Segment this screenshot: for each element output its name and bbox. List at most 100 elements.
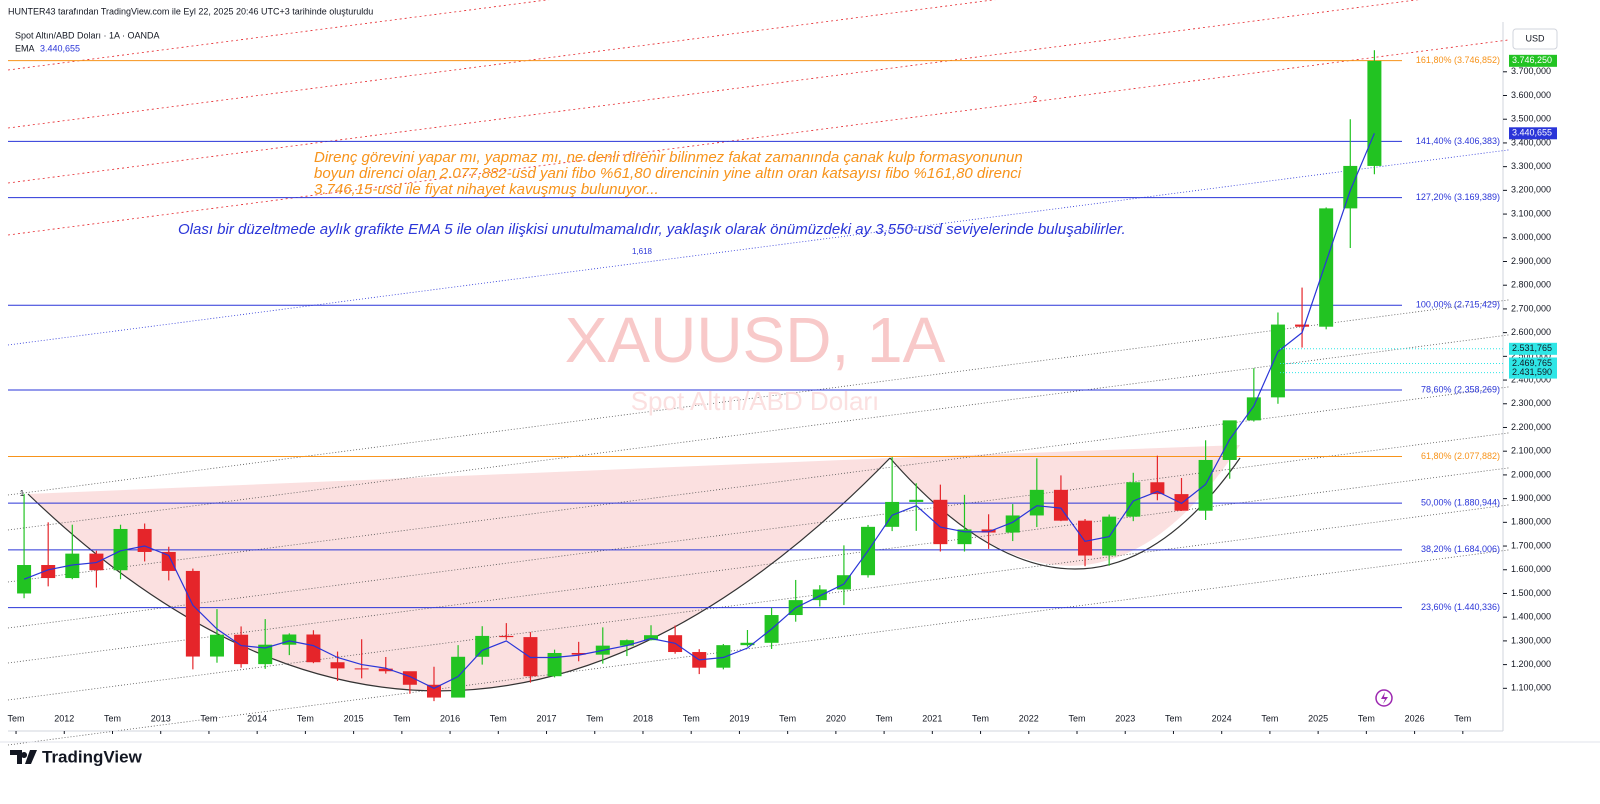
price-tag	[1509, 54, 1557, 67]
candle-body	[644, 635, 659, 641]
x-tick-label: 2012	[54, 713, 74, 723]
y-tick-label: 2.100,000	[1511, 446, 1551, 456]
x-tick-label: 2018	[633, 713, 653, 723]
y-tick-label: 3.200,000	[1511, 185, 1551, 195]
y-tick-label: 3.700,000	[1511, 66, 1551, 76]
y-tick-label: 3.500,000	[1511, 114, 1551, 124]
candle-body	[185, 570, 200, 657]
candle-body	[981, 529, 996, 533]
y-tick-label: 3.400,000	[1511, 137, 1551, 147]
x-tick-label: Tem	[1454, 713, 1471, 723]
trend-line	[7, 549, 1511, 746]
x-tick-label: Tem	[1358, 713, 1375, 723]
y-tick-label: 1.100,000	[1511, 683, 1551, 693]
x-tick-label: Tem	[586, 713, 603, 723]
y-tick-label: 2.900,000	[1511, 256, 1551, 266]
candle-body	[1053, 489, 1068, 521]
watermark-title: XAUUSD, 1A	[565, 304, 946, 376]
candle-body	[1343, 165, 1358, 209]
fib-label: 161,80% (3.746,852)	[1416, 55, 1500, 65]
candle-body	[499, 635, 514, 638]
ema-legend-value: 3.440,655	[40, 43, 80, 53]
candle-body	[1078, 520, 1093, 556]
candle-body	[1319, 208, 1334, 327]
logo-icon	[10, 750, 37, 764]
ema-legend-name: EMA	[15, 43, 35, 53]
fib-label: 23,60% (1.440,336)	[1421, 602, 1500, 612]
y-tick-label: 2.200,000	[1511, 422, 1551, 432]
y-tick-label: 2.000,000	[1511, 469, 1551, 479]
candle-body	[1295, 324, 1310, 327]
trend-line	[7, 149, 1511, 346]
candle-body	[330, 662, 345, 669]
annotation-orange: boyun direnci olan 2.077,882-usd yani fi…	[314, 165, 1022, 182]
y-tick-label: 2.300,000	[1511, 398, 1551, 408]
x-tick-label: Tem	[490, 713, 507, 723]
x-tick-label: 2014	[247, 713, 267, 723]
watermark-subtitle: Spot Altın/ABD Doları	[631, 386, 880, 416]
candle-body	[306, 634, 321, 663]
fib-label: 50,00% (1.880,944)	[1421, 498, 1500, 508]
x-tick-label: Tem	[1165, 713, 1182, 723]
x-tick-label: 2021	[922, 713, 942, 723]
y-tick-label: 1.800,000	[1511, 517, 1551, 527]
y-tick-label: 1.400,000	[1511, 612, 1551, 622]
fib-label: 141,40% (3.406,383)	[1416, 136, 1500, 146]
y-tick-label: 2.600,000	[1511, 327, 1551, 337]
drawing-mark: 2	[1033, 95, 1038, 104]
annotation-orange: Direnç görevini yapar mı, yapmaz mı, ne …	[314, 149, 1023, 166]
candle-body	[378, 668, 393, 672]
x-tick-label: Tem	[972, 713, 989, 723]
fib-label: 61,80% (2.077,882)	[1421, 451, 1500, 461]
drawing-mark: 1	[20, 489, 25, 498]
currency[interactable]: USD	[1525, 33, 1545, 43]
alert-icon[interactable]	[1375, 689, 1393, 707]
annotation-orange: 3.746,15-usd ile fiyat nihayet kavuşmuş …	[314, 181, 659, 198]
fib-label: 127,20% (3.169,389)	[1416, 192, 1500, 202]
candle-body	[258, 644, 273, 665]
price-tag-label: 3.746,250	[1512, 55, 1552, 65]
candle-body	[234, 634, 249, 665]
candle-body	[282, 634, 297, 645]
y-tick-label: 3.100,000	[1511, 208, 1551, 218]
y-tick-label: 2.800,000	[1511, 280, 1551, 290]
price-tag-label: 2.431,590	[1512, 367, 1552, 377]
candle-body	[1126, 482, 1141, 517]
x-tick-label: 2023	[1115, 713, 1135, 723]
x-tick-label: 2025	[1308, 713, 1328, 723]
candle-body	[547, 652, 562, 677]
x-tick-label: Tem	[683, 713, 700, 723]
price-tag	[1509, 366, 1557, 379]
drawing-mark: 1,618	[632, 247, 653, 256]
candle-body	[451, 656, 466, 698]
x-tick-label: 2015	[344, 713, 364, 723]
candle-body	[716, 645, 731, 668]
x-tick-label: Tem	[779, 713, 796, 723]
candle-body	[1270, 324, 1285, 398]
x-tick-label: Tem	[297, 713, 314, 723]
x-tick-label: Tem	[1068, 713, 1085, 723]
y-tick-label: 2.400,000	[1511, 374, 1551, 384]
candle-body	[523, 637, 538, 677]
currency-box[interactable]	[1512, 28, 1558, 50]
candle-body	[402, 671, 417, 685]
candle-body	[957, 529, 972, 545]
candle-body	[740, 642, 755, 646]
x-tick-label: 2017	[537, 713, 557, 723]
trend-line	[7, 299, 1511, 496]
candle-body	[354, 668, 369, 670]
y-tick-label: 3.300,000	[1511, 161, 1551, 171]
ema-line	[23, 133, 1375, 689]
y-tick-label: 1.200,000	[1511, 659, 1551, 669]
price-tag-label: 3.440,655	[1512, 128, 1552, 138]
candle-body	[1367, 60, 1382, 166]
candle-body	[475, 635, 490, 657]
trend-line	[7, 432, 1511, 629]
x-tick-label: Tem	[876, 713, 893, 723]
candle-body	[933, 499, 948, 545]
candle-body	[1029, 489, 1044, 516]
symbol: Spot Altın/ABD Doları · 1A · OANDA	[15, 30, 160, 40]
x-tick-label: 2019	[729, 713, 749, 723]
